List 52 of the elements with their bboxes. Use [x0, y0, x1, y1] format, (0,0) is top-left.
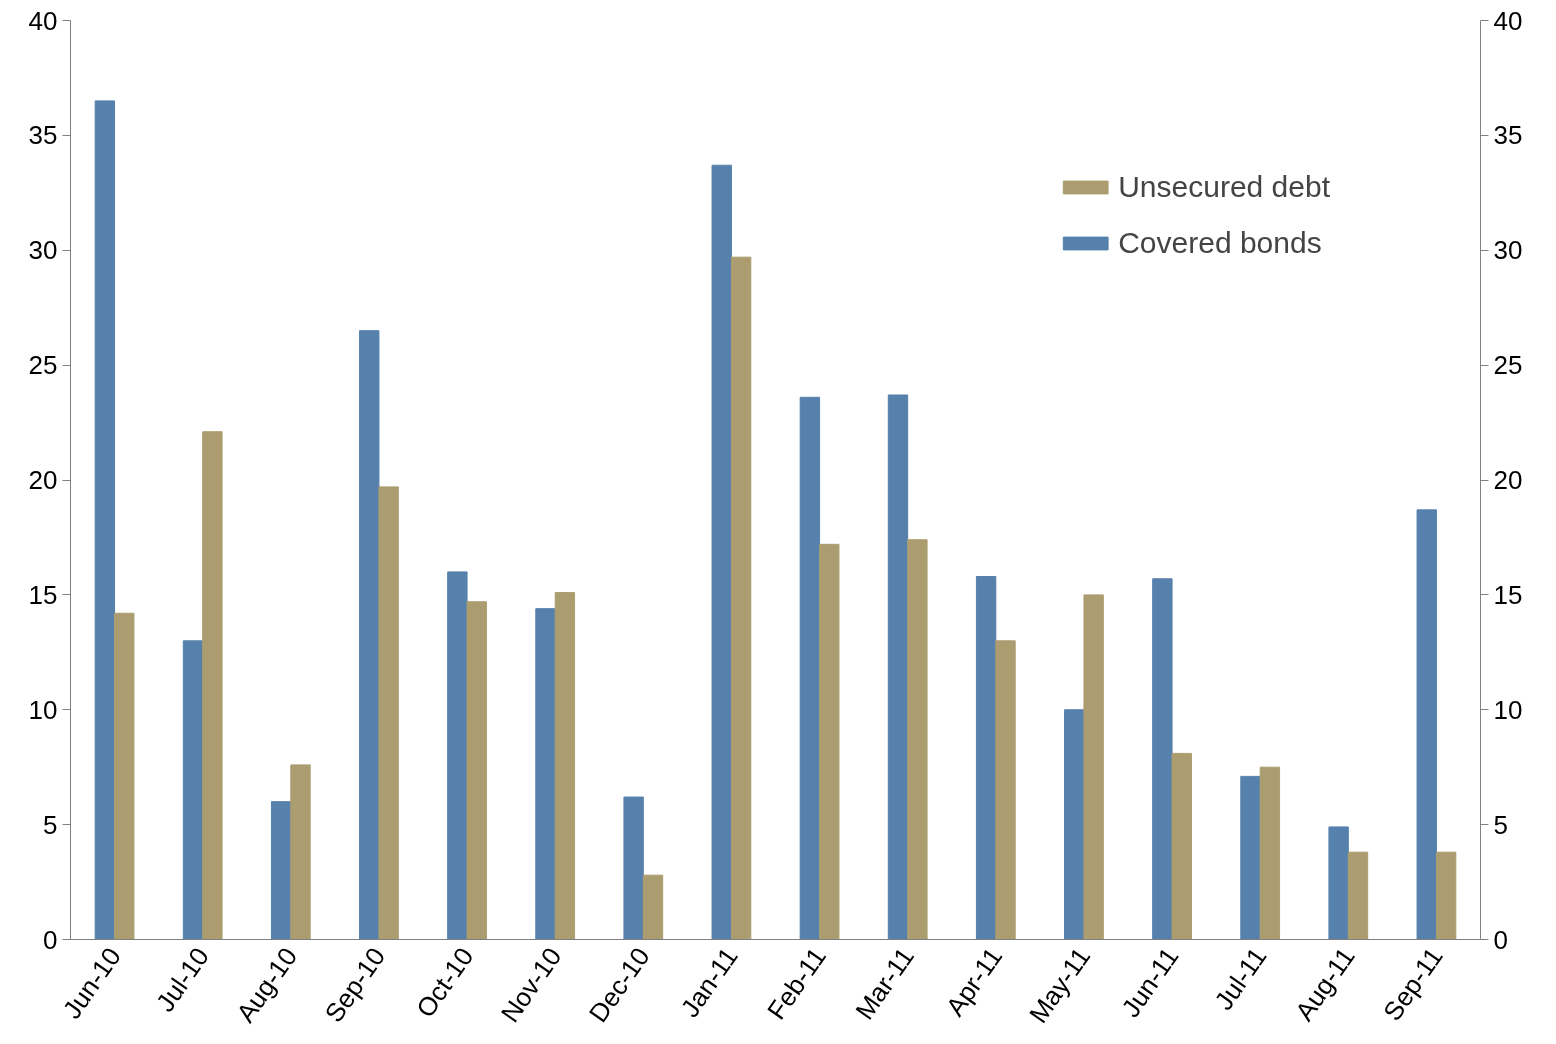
bar	[730, 256, 752, 940]
bar	[1240, 775, 1261, 940]
y-tick-label: 35	[28, 120, 58, 151]
y2-tick-label: 10	[1493, 694, 1523, 725]
y-tick-label: 20	[28, 465, 58, 495]
bar	[202, 431, 223, 940]
bar	[182, 640, 204, 940]
legend-label: Unsecured debt	[1118, 170, 1330, 204]
y2-tick-label: 30	[1493, 235, 1523, 266]
bar	[1328, 826, 1349, 940]
y2-tick-label: 15	[1493, 579, 1523, 610]
y2-tick-label: 40	[1493, 5, 1523, 36]
y2-tick-label: 20	[1493, 465, 1523, 495]
bar	[378, 486, 399, 940]
y2-tick-label: 25	[1493, 350, 1523, 381]
bar	[975, 575, 997, 940]
bar	[907, 539, 928, 940]
y-tick-label: 40	[28, 5, 58, 36]
bar	[1435, 851, 1457, 940]
bar	[1259, 766, 1281, 940]
bar	[623, 796, 644, 940]
bar	[114, 612, 135, 940]
y-tick-label: 0	[43, 924, 58, 955]
bar	[887, 394, 909, 940]
bar	[1416, 509, 1437, 940]
y-tick-label: 30	[28, 235, 58, 266]
y-tick-label: 10	[28, 694, 58, 725]
bar	[535, 608, 556, 940]
bar	[1171, 752, 1192, 940]
y2-tick-label: 0	[1493, 924, 1508, 955]
bar	[1347, 851, 1369, 940]
bar	[290, 764, 311, 940]
bar	[466, 601, 487, 940]
bar	[1083, 594, 1104, 940]
bar	[711, 164, 732, 940]
bar	[94, 100, 116, 940]
bar	[447, 571, 468, 940]
y-tick-label: 25	[28, 350, 58, 381]
bar	[642, 874, 664, 940]
bar	[270, 801, 292, 940]
bar	[554, 592, 576, 940]
y-tick-label: 5	[43, 809, 58, 840]
y-tick-label: 15	[28, 579, 58, 610]
y2-tick-label: 35	[1493, 120, 1523, 151]
bar	[819, 543, 840, 940]
bar	[359, 330, 380, 940]
bar	[1064, 709, 1085, 940]
bar	[995, 640, 1016, 940]
bar	[799, 396, 821, 940]
bar	[1152, 578, 1173, 940]
legend-label: Covered bonds	[1118, 226, 1322, 260]
y2-tick-label: 5	[1493, 809, 1508, 840]
